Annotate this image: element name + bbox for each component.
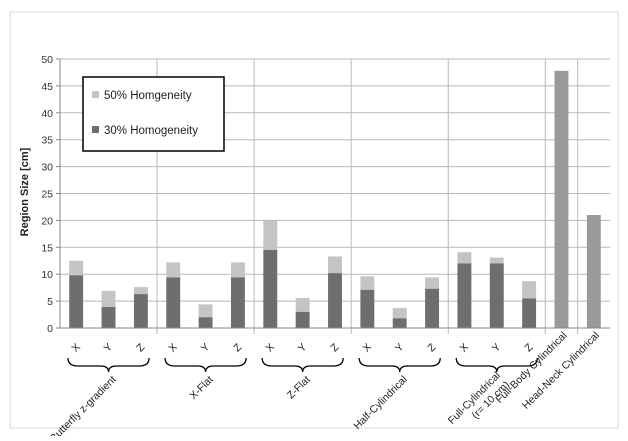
bar-50-homogeneity	[522, 281, 537, 299]
bar-50-homogeneity	[392, 308, 407, 319]
y-tick-label: 25	[41, 189, 53, 201]
bar-30-homogeneity	[295, 311, 310, 328]
bar-50-homogeneity	[489, 257, 504, 264]
group-brace	[67, 357, 150, 373]
bar-50-homogeneity	[425, 277, 440, 289]
y-tick-label: 10	[41, 269, 53, 281]
bar-30-homogeneity	[489, 263, 504, 328]
group-brace	[261, 357, 344, 373]
bar-single	[586, 215, 601, 328]
bar-50-homogeneity	[101, 290, 116, 308]
group-brace	[358, 357, 441, 373]
y-tick-label: 0	[47, 323, 53, 335]
group-brace	[455, 357, 538, 373]
bar-30-homogeneity	[392, 318, 407, 328]
bar-30-homogeneity	[522, 298, 537, 328]
legend-label-50: 50% Homgeneity	[104, 90, 192, 102]
y-tick-label: 45	[41, 81, 53, 93]
bar-30-homogeneity	[263, 249, 278, 328]
bar-50-homogeneity	[198, 304, 213, 318]
bar-single	[554, 70, 569, 328]
y-axis-title: Region Size [cm]	[19, 147, 31, 236]
bar-50-homogeneity	[69, 260, 84, 276]
y-tick-label: 50	[41, 54, 53, 66]
y-tick-label: 15	[41, 242, 53, 254]
bar-30-homogeneity	[166, 277, 181, 328]
bars	[69, 70, 601, 328]
legend-box	[82, 76, 225, 152]
bar-50-homogeneity	[263, 220, 278, 250]
axes	[56, 58, 610, 329]
bar-30-homogeneity	[133, 294, 148, 328]
legend-label-30: 30% Homogeneity	[104, 125, 198, 137]
bar-30-homogeneity	[328, 273, 342, 328]
y-tick-label: 5	[47, 296, 53, 308]
bar-30-homogeneity	[198, 317, 213, 328]
bar-30-homogeneity	[360, 289, 375, 328]
legend-swatch-30	[92, 126, 99, 133]
bar-50-homogeneity	[166, 262, 181, 278]
bar-30-homogeneity	[101, 307, 116, 328]
bar-50-homogeneity	[328, 256, 342, 274]
bar-50-homogeneity	[230, 262, 245, 278]
bar-50-homogeneity	[295, 297, 310, 312]
legend-swatch-50	[92, 91, 99, 98]
group-brace	[164, 357, 247, 373]
y-tick-label: 30	[41, 162, 53, 174]
y-tick-label: 40	[41, 108, 53, 120]
legend: 50% Homgeneity 30% Homogeneity	[82, 76, 225, 152]
bar-30-homogeneity	[425, 288, 440, 328]
y-tick-label: 35	[41, 135, 53, 147]
bar-50-homogeneity	[133, 287, 148, 295]
bar-30-homogeneity	[457, 263, 472, 328]
y-tick-label: 20	[41, 215, 53, 227]
bar-50-homogeneity	[360, 276, 375, 290]
bar-50-homogeneity	[457, 252, 472, 264]
bar-30-homogeneity	[230, 277, 245, 328]
bar-30-homogeneity	[69, 275, 84, 328]
